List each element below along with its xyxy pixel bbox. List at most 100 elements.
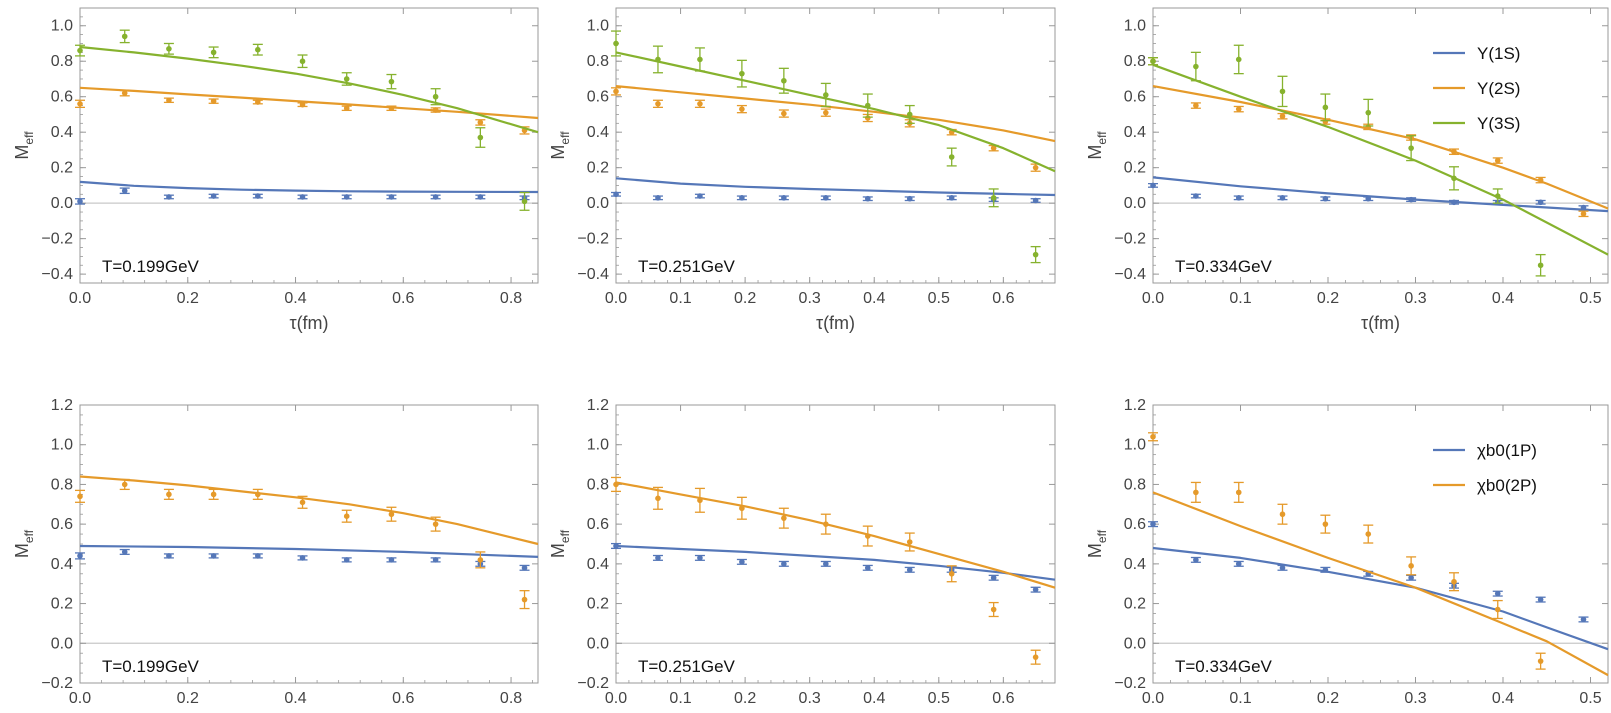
y-axis-label: Meff [1085,131,1109,160]
data-point [906,195,913,202]
data-point [388,511,395,518]
legend-label: Υ(3S) [1477,114,1520,133]
y-tick-label: 0.2 [51,160,73,177]
plot-frame [79,7,539,284]
x-tick-label: 0.5 [928,290,950,307]
fit-curve [79,45,539,134]
x-tick-label: 0.4 [1492,290,1514,307]
x-tick-label: 0.1 [669,690,691,707]
series-green [611,30,1056,264]
data-point [1580,204,1587,211]
data-point [255,46,261,53]
y-axis-label-subscript: eff [1095,131,1109,145]
y-tick-label: 0.0 [51,195,73,212]
data-point [990,145,997,151]
data-point [166,194,172,200]
x-tick-label: 0.2 [1317,690,1339,707]
data-point [210,49,217,56]
data-point [166,553,172,559]
x-tick-label: 0.6 [392,690,414,707]
fit-curve [79,475,539,546]
legend-label: χb0(2P) [1477,476,1537,495]
data-point [121,481,128,488]
x-tick-label: 0.4 [863,290,885,307]
plot-frame [79,404,539,684]
data-point [388,78,395,85]
plot-frame [615,404,1056,684]
data-point [1580,211,1587,217]
data-point [864,102,871,109]
data-point [343,557,350,563]
data-point [166,491,172,498]
y-tick-label: 0.8 [51,476,73,493]
x-tick-label: 0.0 [1142,690,1164,707]
x-tick-label: 0.0 [1142,290,1164,307]
y-tick-label: 0.2 [51,596,73,613]
y-tick-label: 1.0 [587,18,609,35]
y-axis-label-subscript: eff [1095,529,1109,543]
y-axis-label-main: M [1085,145,1105,160]
data-point [77,198,83,205]
data-point [739,106,745,112]
data-point [697,56,703,63]
y-tick-label: −0.2 [1114,675,1146,692]
series-blue [611,177,1056,204]
data-point [1494,157,1501,164]
data-point [823,521,829,527]
data-point [210,491,217,498]
data-point [521,596,528,603]
data-point [1279,511,1286,518]
data-point [299,194,306,200]
y-tick-label: 0.6 [587,516,609,533]
fit-curve [1152,85,1609,210]
series-orange [611,85,1056,172]
y-tick-label: 0.0 [587,195,609,212]
data-point [166,46,172,52]
panel-p4: 0.0 0.2 0.4 0.6 0.8−0.20.00.20.40.60.81.01.2… [12,397,539,707]
temperature-label: T=0.334GeV [1175,657,1273,676]
data-point [1537,596,1544,603]
data-point [477,194,484,200]
fit-curve [1152,491,1609,677]
data-point [906,111,913,118]
x-tick-label: 0.2 [1317,290,1339,307]
data-point [1365,531,1372,537]
y-tick-label: −0.2 [41,675,73,692]
y-tick-label: −0.4 [1114,266,1146,283]
data-point [697,555,703,561]
temperature-label: T=0.251GeV [638,657,736,676]
fit-curve [79,86,539,120]
series-blue [611,542,1056,593]
panel-p6: 0.0 0.1 0.2 0.3 0.4 0.5−0.20.00.20.40.60.81.0… [1085,397,1609,707]
fit-curve [79,544,539,558]
data-point [781,515,787,521]
data-point [1032,164,1039,171]
y-axis-label: Meff [548,529,572,558]
data-point [388,194,395,200]
y-tick-label: 1.0 [1124,437,1146,454]
data-point [823,92,829,98]
y-tick-label: 0.4 [587,556,609,573]
y-tick-label: 0.0 [51,635,73,652]
temperature-label: T=0.199GeV [102,657,200,676]
y-tick-label: −0.2 [577,675,609,692]
data-point [739,70,745,77]
y-tick-label: −0.4 [41,266,73,283]
panel-p5: 0.0 0.1 0.2 0.3 0.4 0.5 0.6−0.20.00.20.40.60.8… [548,397,1056,707]
y-tick-label: 0.2 [587,596,609,613]
data-point [655,56,661,63]
series-blue [1148,176,1609,213]
x-tick-label: 0.1 [669,290,691,307]
y-axis-label: Meff [12,131,36,160]
series-orange [611,476,1056,665]
data-point [1494,590,1501,597]
y-tick-label: 1.2 [51,397,73,414]
x-tick-label: 0.1 [1229,290,1251,307]
data-point [655,555,661,561]
x-tick-label: 0.0 [69,690,91,707]
x-tick-label: 0.5 [1579,290,1601,307]
data-point [1451,175,1457,182]
x-tick-label: 0.3 [799,690,821,707]
data-point [255,553,261,559]
